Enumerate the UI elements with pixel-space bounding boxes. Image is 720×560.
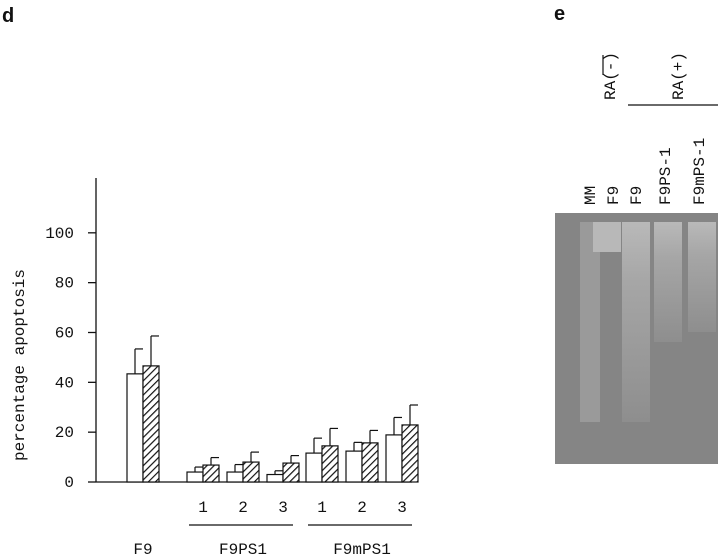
condition-label: RA(+): [670, 52, 688, 100]
y-axis-label: percentage apoptosis: [11, 269, 29, 461]
y-tick-label: 40: [55, 374, 74, 392]
y-tick-label: 0: [64, 474, 74, 492]
lane-label: F9: [628, 186, 646, 205]
lane-label: F9: [605, 186, 623, 205]
bar: [202, 464, 220, 483]
lane-label: MM: [582, 186, 600, 205]
panel-label: d: [2, 5, 14, 27]
bar: [186, 471, 204, 483]
lane-label: F9mPS-1: [691, 138, 709, 205]
bar: [305, 452, 323, 483]
panel-label: e: [554, 3, 565, 25]
bar: [321, 445, 339, 483]
group-label: F9mPS1: [333, 541, 391, 559]
bar: [361, 442, 379, 483]
lane-label: F9PS-1: [657, 147, 675, 205]
bar: [401, 424, 419, 483]
bar: [242, 461, 260, 483]
x-tick-label: 3: [397, 499, 407, 517]
x-tick-label: 3: [278, 499, 288, 517]
y-tick-label: 80: [55, 275, 74, 293]
condition-label: RA(-): [602, 52, 620, 100]
bar: [226, 471, 244, 483]
bar: [385, 434, 403, 483]
y-tick-label: 20: [55, 424, 74, 442]
gel-lane: [622, 222, 650, 422]
group-label: F9PS1: [219, 541, 267, 559]
gel-lane: [688, 222, 716, 332]
y-tick-label: 100: [45, 225, 74, 243]
bar: [282, 462, 300, 483]
gel-lane: [593, 222, 621, 252]
y-tick-label: 60: [55, 324, 74, 342]
group-label: F9: [133, 541, 152, 559]
gel-panel: e: [554, 3, 718, 464]
bar: [142, 365, 160, 483]
gel-lane: [580, 222, 600, 422]
bar: [126, 373, 144, 483]
x-tick-label: 2: [357, 499, 367, 517]
gel-lane: [654, 222, 682, 342]
bar: [266, 473, 284, 483]
x-tick-label: 1: [317, 499, 327, 517]
x-tick-label: 2: [238, 499, 248, 517]
x-tick-label: 1: [198, 499, 208, 517]
bar: [345, 450, 363, 483]
